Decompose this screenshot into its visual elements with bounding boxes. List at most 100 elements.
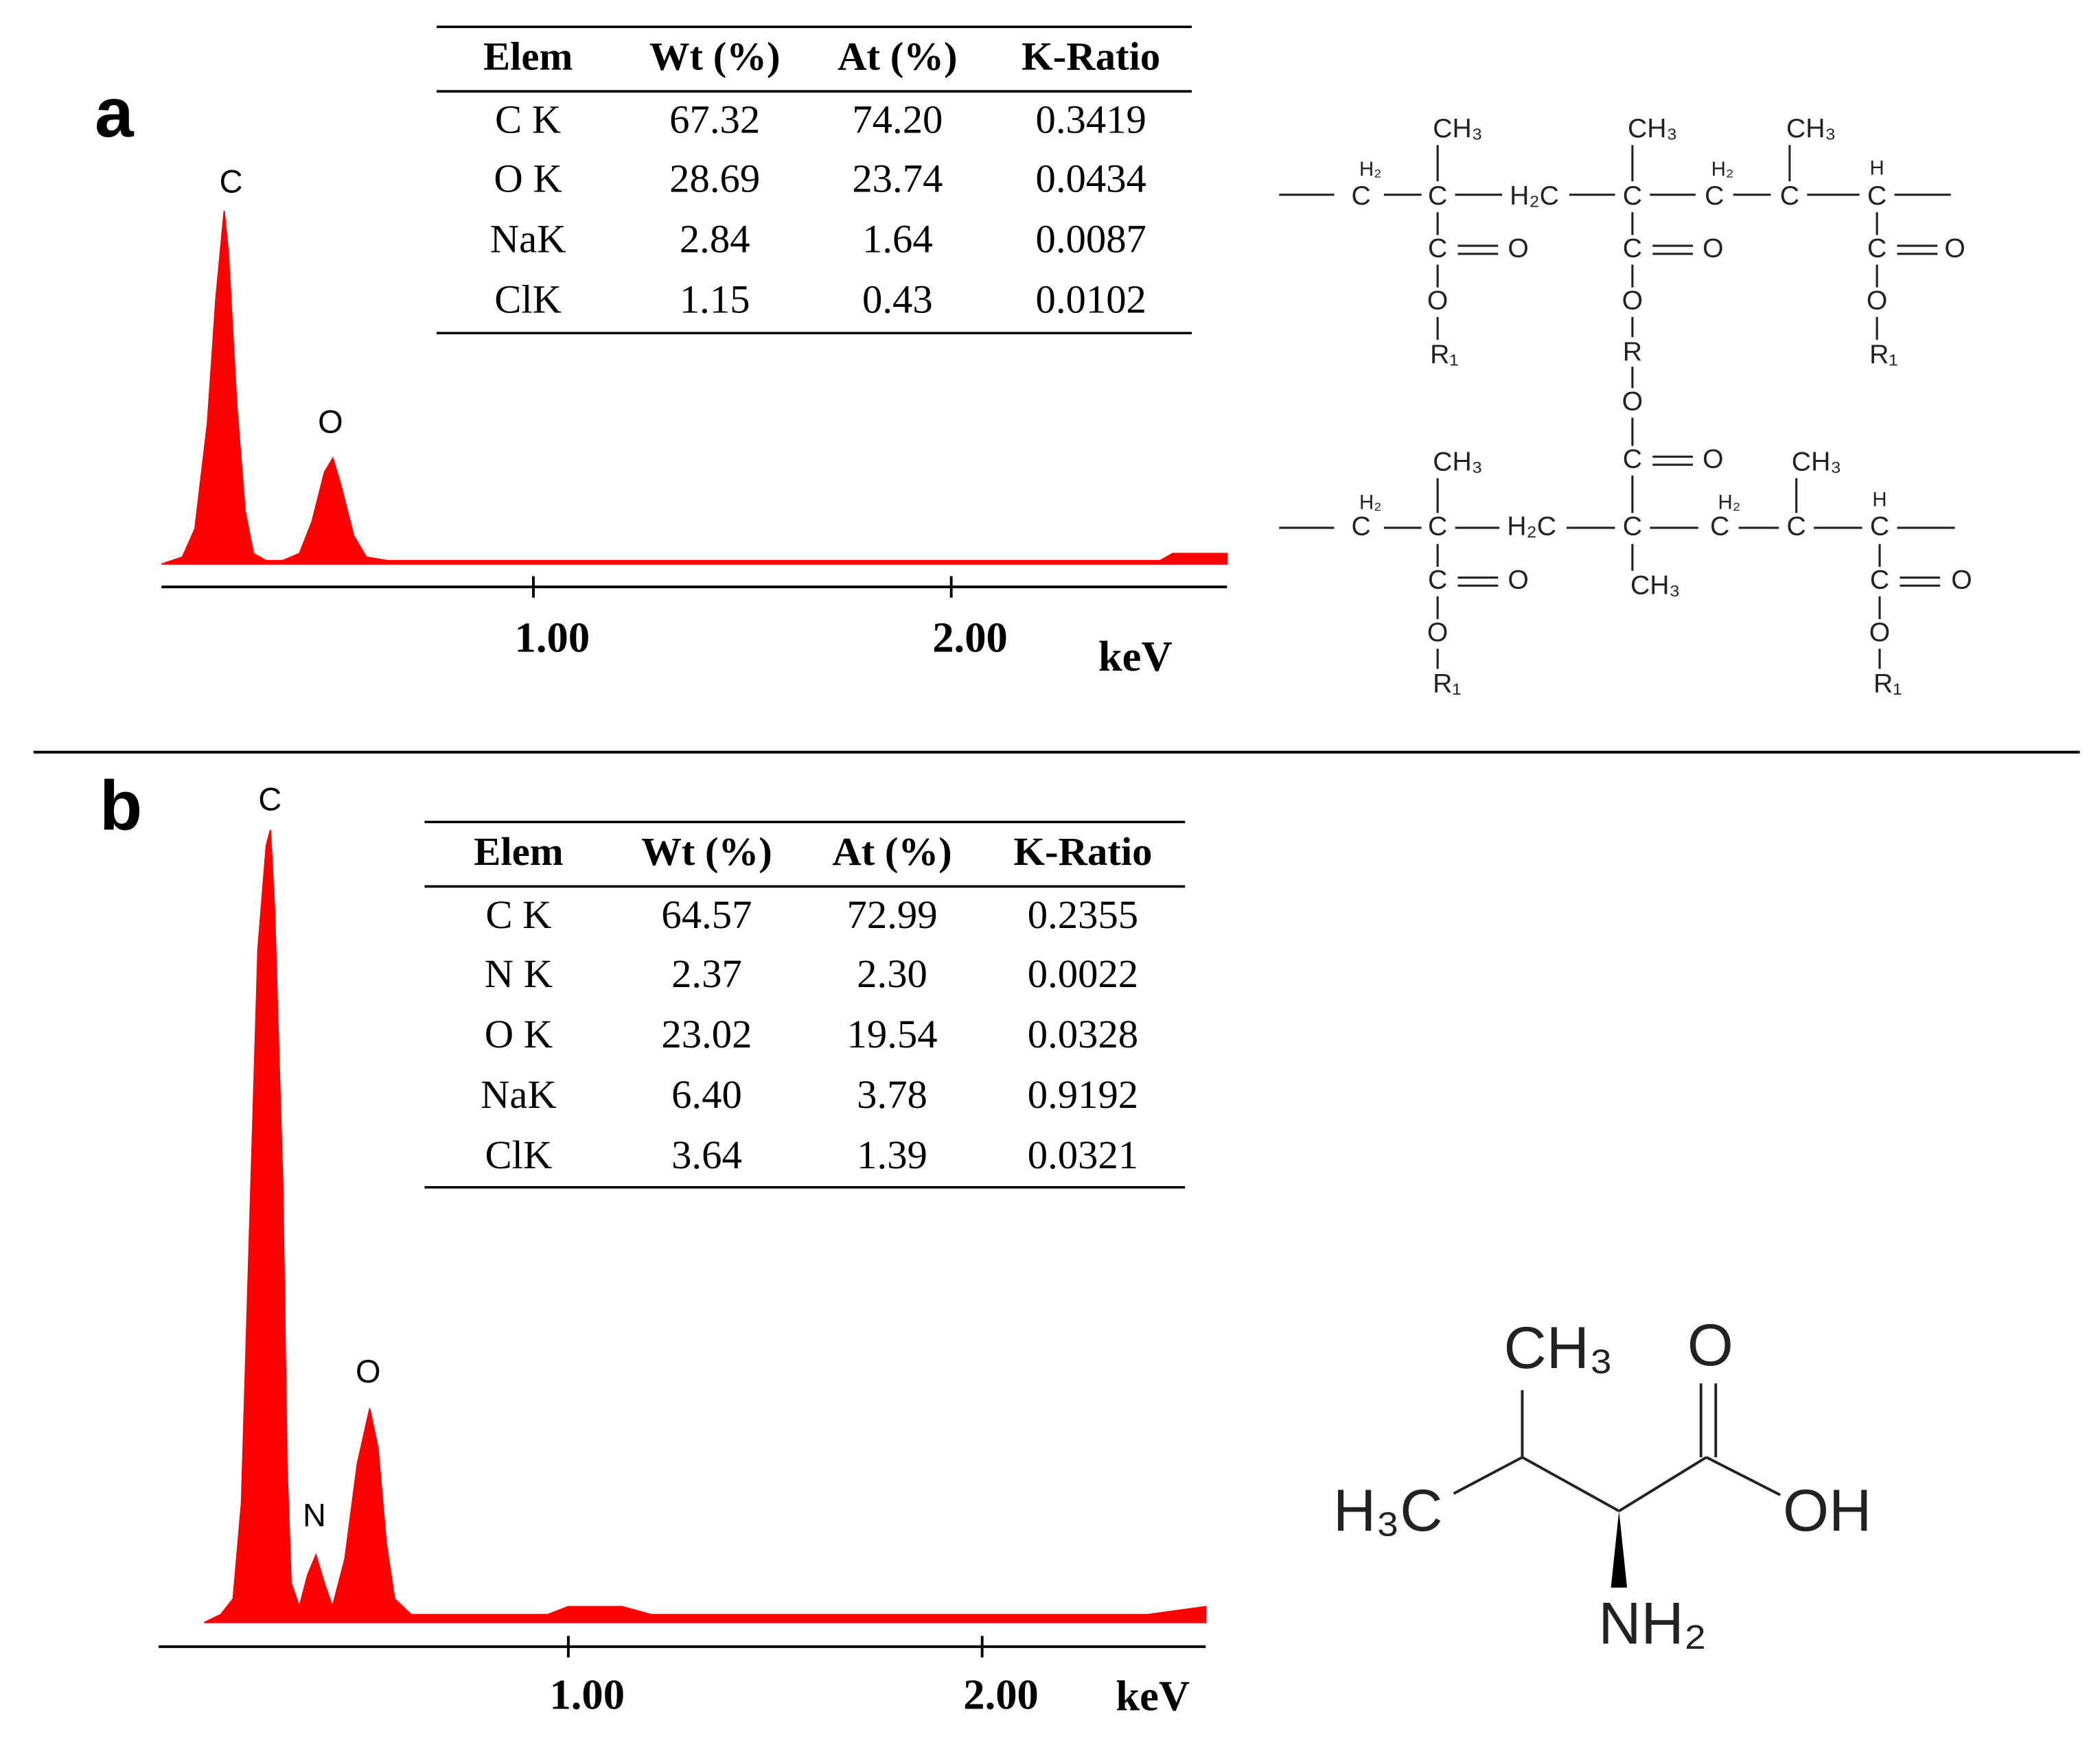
- atom-label: O: [1508, 566, 1528, 595]
- table-cell: C K: [485, 892, 551, 937]
- table-cell: 2.30: [857, 951, 927, 996]
- atom-label: NH₂: [1598, 1590, 1707, 1656]
- table-cell: C K: [495, 97, 561, 141]
- table-cell: 19.54: [847, 1012, 938, 1056]
- atom-label: C: [1623, 511, 1642, 541]
- table-cell: O K: [494, 157, 562, 201]
- table-cell: ClK: [485, 1133, 553, 1177]
- atom-label: R₁: [1430, 340, 1458, 369]
- bond: [1453, 1456, 1523, 1495]
- peak-label: N: [303, 1497, 326, 1533]
- atom-label: O: [1703, 445, 1723, 474]
- table-header: Wt (%): [641, 829, 772, 874]
- atom-label: C: [1870, 566, 1889, 595]
- atom-label: C: [1428, 233, 1447, 263]
- x-axis-label: keV: [1098, 632, 1173, 680]
- atom-label: CH₃: [1433, 447, 1482, 476]
- atom-label: CH₃: [1433, 114, 1482, 143]
- table-cell: 1.64: [862, 217, 933, 262]
- table-cell: 28.69: [669, 157, 760, 201]
- atom-label: O: [1508, 233, 1528, 263]
- table-cell: 0.0328: [1028, 1012, 1138, 1056]
- atom-label: H₃C: [1333, 1478, 1442, 1544]
- atom-label: R: [1623, 337, 1642, 367]
- table-header: At (%): [832, 829, 951, 874]
- atom-label: O: [1687, 1312, 1733, 1378]
- table-cell: 0.0434: [1035, 157, 1146, 201]
- peak-label: C: [258, 781, 281, 818]
- atom-label: CH₃: [1628, 114, 1677, 143]
- atom-label: CH₃: [1792, 447, 1841, 476]
- atom-label: H: [1870, 157, 1884, 179]
- atom-label: C: [1623, 445, 1642, 474]
- atom-label: O: [1622, 286, 1643, 316]
- table-cell: 64.57: [661, 892, 752, 937]
- atom-label: CH₃: [1630, 570, 1680, 600]
- table-cell: 1.15: [680, 277, 750, 322]
- atom-label: OH: [1783, 1478, 1871, 1544]
- atom-label: C: [1623, 181, 1642, 211]
- atom-label: CH₃: [1786, 114, 1836, 143]
- table-cell: ClK: [494, 277, 562, 322]
- table-cell: 0.0321: [1028, 1133, 1138, 1177]
- bond: [1521, 1456, 1620, 1513]
- table-cell: 0.2355: [1028, 892, 1138, 937]
- atom-label: C: [1705, 181, 1724, 211]
- atom-label: CH₃: [1504, 1315, 1613, 1381]
- table-cell: 72.99: [847, 892, 938, 937]
- atom-label: H₂: [1359, 491, 1382, 514]
- atom-label: O: [1622, 386, 1643, 416]
- bond: [1705, 1456, 1781, 1496]
- atom-label: C: [1428, 566, 1447, 595]
- atom-label: H₂C: [1510, 181, 1559, 211]
- table-cell: 0.0022: [1028, 951, 1138, 996]
- peak-label: O: [356, 1353, 381, 1389]
- table-cell: 1.39: [857, 1133, 927, 1177]
- atom-label: O: [1867, 286, 1887, 316]
- table-header: K-Ratio: [1013, 829, 1152, 874]
- x-tick-label: 2.00: [932, 614, 1008, 662]
- atom-label: C: [1867, 233, 1886, 263]
- bond: [1618, 1456, 1707, 1512]
- table-cell: 3.64: [671, 1133, 742, 1177]
- atom-label: C: [1623, 233, 1642, 263]
- atom-label: O: [1944, 233, 1965, 263]
- table-cell: NaK: [490, 217, 566, 262]
- spectrum: [203, 830, 1207, 1623]
- table-cell: 0.0102: [1035, 277, 1146, 322]
- table-header: Elem: [474, 829, 563, 874]
- wedge-bond: [1611, 1511, 1628, 1588]
- x-tick-label: 1.00: [515, 614, 590, 662]
- table-cell: 3.78: [857, 1072, 927, 1117]
- table-cell: 0.3419: [1035, 97, 1146, 141]
- table-cell: 6.40: [671, 1072, 742, 1117]
- atom-label: H: [1872, 489, 1886, 511]
- table-header: Wt (%): [649, 34, 781, 79]
- x-tick-label: 1.00: [549, 1671, 625, 1719]
- table-cell: 67.32: [669, 97, 760, 141]
- atom-label: H₂: [1711, 158, 1734, 181]
- table-cell: 74.20: [852, 97, 943, 141]
- atom-label: H₂C: [1507, 511, 1556, 541]
- table-cell: NaK: [481, 1072, 557, 1117]
- panel-label: b: [100, 767, 142, 845]
- atom-label: C: [1787, 511, 1806, 541]
- peak-label: C: [220, 163, 243, 199]
- atom-label: C: [1351, 181, 1370, 211]
- atom-label: H₂: [1359, 158, 1382, 181]
- atom-label: C: [1780, 181, 1799, 211]
- spectrum: [161, 211, 1228, 565]
- atom-label: O: [1703, 233, 1723, 263]
- table-cell: 23.74: [852, 157, 943, 201]
- table-cell: 2.84: [680, 217, 750, 262]
- table-header: Elem: [483, 34, 573, 79]
- atom-label: C: [1867, 181, 1886, 211]
- table-cell: 23.02: [661, 1012, 752, 1056]
- table-cell: N K: [485, 951, 553, 996]
- x-axis-label: keV: [1116, 1672, 1190, 1720]
- atom-label: C: [1870, 511, 1889, 541]
- table-header: K-Ratio: [1022, 34, 1160, 79]
- table-cell: O K: [485, 1012, 553, 1056]
- atom-label: R₁: [1433, 669, 1461, 698]
